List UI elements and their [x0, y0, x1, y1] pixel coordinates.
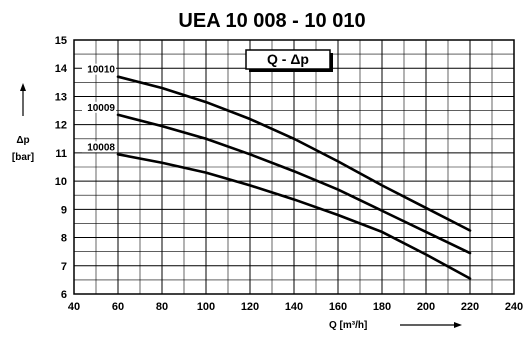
- y-tick-label: 8: [61, 233, 67, 245]
- legend-text: Q - Δp: [267, 51, 309, 67]
- y-tick-label: 9: [61, 204, 67, 216]
- y-tick-label: 14: [55, 63, 68, 75]
- legend-box: Q - Δp: [245, 49, 333, 72]
- x-tick-label: 60: [112, 301, 124, 313]
- x-tick-label: 160: [329, 301, 347, 313]
- x-tick-label: 120: [241, 301, 259, 313]
- series-line-10009: [116, 113, 472, 255]
- y-tick-label: 11: [55, 148, 67, 160]
- y-axis-label: Δp [bar]: [12, 83, 34, 163]
- legend-frame: [245, 49, 331, 70]
- x-tick-label: 180: [373, 301, 391, 313]
- y-tick-label: 6: [61, 289, 67, 301]
- y-tick-label: 7: [61, 261, 67, 273]
- y-axis-arrowhead: [20, 83, 26, 91]
- x-axis-label-text: Q [m³/h]: [329, 320, 367, 331]
- y-axis-label-top: Δp: [16, 135, 29, 146]
- x-axis-arrowhead: [454, 322, 462, 328]
- series-labels: 10010 10009 10008: [82, 63, 116, 153]
- chart-title: UEA 10 008 - 10 010: [178, 10, 365, 32]
- plot-frame: [73, 39, 515, 295]
- x-axis-label: Q [m³/h]: [329, 320, 462, 331]
- x-tick-label: 80: [156, 301, 168, 313]
- x-tick-label: 240: [505, 301, 523, 313]
- series-lines: [116, 75, 472, 280]
- x-tick-label: 40: [68, 301, 80, 313]
- x-tick-label: 140: [285, 301, 303, 313]
- series-line-10010: [116, 75, 472, 232]
- series-label-10008: 10008: [87, 142, 115, 153]
- series-label-bg: [82, 63, 116, 75]
- series-label-bg: [82, 141, 116, 153]
- series-label-bg: [82, 101, 116, 113]
- x-tick-label: 100: [197, 301, 215, 313]
- series-line-10008: [116, 153, 472, 280]
- grid: [73, 39, 515, 295]
- y-axis-ticks: 6 7 8 9 10 11 12 13 14 15: [55, 35, 68, 301]
- y-tick-label: 15: [55, 35, 67, 47]
- x-tick-label: 200: [417, 301, 435, 313]
- y-tick-label: 12: [55, 120, 67, 132]
- y-axis-label-bottom: [bar]: [12, 152, 34, 163]
- y-tick-label: 13: [55, 91, 67, 103]
- x-axis-ticks: 40 60 80 100 120 140 160 180 200 220 240: [68, 301, 523, 313]
- x-tick-label: 220: [461, 301, 479, 313]
- series-label-10009: 10009: [87, 103, 115, 114]
- y-tick-label: 10: [55, 176, 67, 188]
- series-label-10010: 10010: [87, 65, 115, 76]
